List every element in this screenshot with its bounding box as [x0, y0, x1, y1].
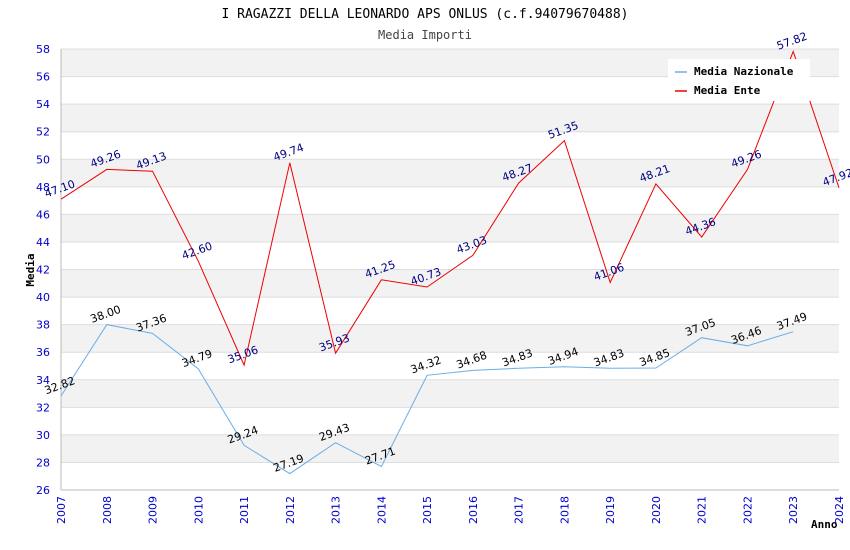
legend: Media Nazionale Media Ente — [668, 59, 810, 101]
x-tick-label: 2020 — [650, 496, 663, 524]
y-tick-label: 40 — [36, 291, 50, 304]
y-tick-label: 32 — [36, 401, 50, 414]
y-tick-label: 50 — [36, 153, 50, 166]
x-tick-label: 2009 — [147, 496, 160, 524]
y-tick-label: 36 — [36, 346, 50, 359]
x-tick-label: 2010 — [192, 496, 205, 524]
y-tick-label: 48 — [36, 181, 50, 194]
x-tick-label: 2022 — [741, 496, 754, 524]
y-tick-label: 30 — [36, 429, 50, 442]
data-label: 34.32 — [409, 354, 443, 377]
legend-label-media-ente: Media Ente — [694, 84, 761, 97]
x-tick-label: 2018 — [558, 496, 571, 524]
y-tick-label: 42 — [36, 264, 50, 277]
x-tick-label: 2016 — [467, 496, 480, 524]
grid-band — [61, 214, 839, 242]
grid-band — [61, 324, 839, 353]
x-tick-label: 2023 — [787, 496, 800, 524]
y-tick-labels: 26 28 30 32 34 36 38 40 42 44 46 48 50 52 54 56 58 — [36, 43, 50, 497]
grid-band — [61, 379, 839, 408]
legend-label-media-nazionale: Media Nazionale — [694, 65, 794, 78]
y-tick-label: 54 — [36, 98, 50, 111]
legend-box — [668, 59, 810, 101]
grid-band — [61, 159, 839, 187]
data-label: 38.00 — [89, 303, 123, 326]
y-tick-label: 34 — [36, 374, 50, 387]
x-tick-label: 2024 — [833, 496, 846, 524]
grid-band — [61, 104, 839, 132]
x-tick-label: 2013 — [330, 496, 343, 524]
x-tick-label: 2014 — [375, 496, 388, 524]
y-tick-label: 26 — [36, 484, 50, 497]
y-tick-label: 58 — [36, 43, 50, 56]
series-lines — [60, 50, 840, 475]
x-tick-label: 2021 — [696, 496, 709, 524]
x-tick-label: 2008 — [101, 496, 114, 524]
x-tick-label: 2015 — [421, 496, 434, 524]
chart-title: I RAGAZZI DELLA LEONARDO APS ONLUS (c.f.… — [222, 7, 629, 22]
axes — [60, 49, 839, 491]
grid-band — [61, 434, 839, 463]
series-line-media-nazionale — [60, 324, 794, 475]
chart-subtitle: Media Importi — [378, 28, 472, 42]
y-axis-label: Media — [24, 253, 37, 286]
x-tick-label: 2012 — [284, 496, 297, 524]
x-tick-label: 2011 — [238, 496, 251, 524]
grid-lines — [61, 48, 839, 491]
x-axis-label: Anno — [811, 518, 838, 531]
grid-bands — [61, 49, 839, 463]
y-tick-label: 38 — [36, 319, 50, 332]
y-tick-label: 44 — [36, 236, 50, 249]
x-tick-label: 2007 — [55, 496, 68, 524]
y-tick-label: 46 — [36, 208, 50, 221]
grid-band — [61, 269, 839, 298]
x-tick-label: 2017 — [513, 496, 526, 524]
y-tick-label: 28 — [36, 456, 50, 469]
y-tick-label: 56 — [36, 71, 50, 84]
x-tick-label: 2019 — [604, 496, 617, 524]
y-tick-label: 52 — [36, 126, 50, 139]
x-tick-labels: 2007 2008 2009 2010 2011 2012 2013 2014 2015 2016… — [55, 496, 846, 524]
series-line-media-ente — [60, 50, 840, 367]
